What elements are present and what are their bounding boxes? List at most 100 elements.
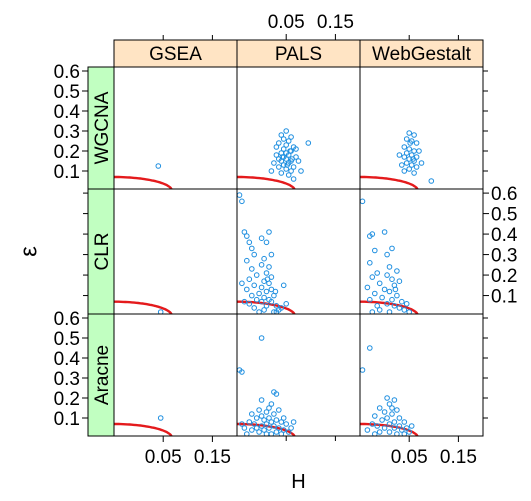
data-point — [251, 282, 257, 289]
data-point — [367, 260, 373, 266]
data-point — [295, 158, 302, 164]
panel-clr-gsea — [113, 188, 238, 315]
strip-column-label: PALS — [275, 44, 322, 65]
data-point — [285, 138, 292, 144]
data-point — [381, 425, 388, 431]
panel-clr-webgestalt — [359, 188, 484, 315]
data-point — [389, 411, 395, 417]
x-tick-label: 0.15 — [317, 12, 354, 33]
strip-row-label: Aracne — [92, 345, 113, 405]
data-point — [249, 245, 255, 252]
data-point — [392, 286, 399, 293]
data-point — [386, 288, 393, 295]
data-point — [401, 431, 408, 436]
data-point — [241, 298, 248, 305]
data-point — [249, 266, 255, 272]
data-point — [369, 274, 376, 280]
panel-aracne-webgestalt — [359, 313, 484, 437]
data-point — [273, 303, 280, 309]
data-point — [279, 154, 286, 160]
data-point — [246, 239, 253, 246]
data-point — [246, 301, 253, 307]
data-point — [389, 296, 395, 303]
data-point — [411, 132, 417, 138]
data-point — [376, 405, 383, 411]
data-point — [391, 419, 398, 425]
data-point — [386, 429, 393, 435]
threshold-curve — [237, 300, 296, 314]
data-point — [372, 290, 378, 297]
data-point — [256, 290, 262, 297]
data-point — [406, 146, 413, 152]
data-point — [372, 247, 378, 254]
data-point — [283, 301, 290, 307]
data-point — [276, 425, 282, 431]
data-point — [379, 417, 385, 423]
data-point — [280, 136, 287, 142]
data-point — [367, 345, 373, 351]
data-point — [290, 164, 297, 170]
data-point — [360, 367, 366, 373]
y-tick-label: 0.3 — [54, 369, 80, 390]
data-point — [376, 280, 383, 287]
data-point — [396, 152, 403, 158]
threshold-curve — [114, 422, 173, 436]
strip-column-gsea — [113, 39, 238, 68]
data-point — [376, 429, 383, 435]
data-point — [263, 270, 270, 276]
y-tick-label: 0.1 — [54, 409, 80, 430]
data-point — [276, 140, 282, 146]
y-tick-label: 0.1 — [54, 162, 80, 183]
data-point — [266, 264, 272, 270]
threshold-curve — [114, 300, 173, 314]
data-point — [288, 168, 294, 174]
data-point — [384, 415, 390, 421]
threshold-curve — [114, 175, 173, 189]
y-tick-label: 0.2 — [54, 142, 80, 163]
data-point — [394, 268, 400, 274]
x-tick-label: 0.05 — [391, 447, 428, 468]
strip-column-label: GSEA — [149, 44, 202, 65]
data-point — [384, 301, 390, 307]
data-point — [406, 156, 413, 162]
threshold-curve — [360, 175, 419, 189]
data-point — [278, 170, 285, 176]
data-point — [391, 425, 398, 431]
data-point — [401, 144, 408, 150]
data-point — [389, 405, 395, 411]
data-point — [271, 160, 277, 166]
data-point — [239, 280, 245, 287]
data-point — [253, 415, 260, 421]
data-point — [381, 409, 388, 415]
panel-aracne-gsea — [113, 313, 238, 437]
data-point — [394, 407, 400, 413]
data-point — [261, 427, 267, 433]
data-point — [157, 415, 164, 421]
data-point — [273, 309, 280, 314]
threshold-curve — [237, 175, 296, 189]
data-point — [381, 229, 388, 235]
data-point — [411, 170, 417, 176]
data-point — [273, 152, 280, 158]
data-point — [372, 431, 378, 436]
data-point — [288, 425, 294, 431]
data-point — [253, 296, 260, 303]
data-point — [268, 419, 275, 425]
data-point — [263, 421, 270, 427]
data-point — [428, 178, 435, 184]
data-point — [249, 427, 255, 433]
data-point — [287, 148, 293, 154]
data-point — [256, 407, 262, 413]
data-point — [264, 276, 271, 283]
data-point — [280, 282, 287, 289]
y-tick-label: 0.1 — [491, 287, 517, 308]
data-point — [399, 162, 405, 168]
data-point — [288, 134, 294, 140]
data-point — [155, 163, 162, 169]
data-point — [266, 405, 272, 411]
data-point — [372, 413, 378, 419]
data-point — [261, 417, 267, 423]
data-point — [389, 245, 395, 252]
